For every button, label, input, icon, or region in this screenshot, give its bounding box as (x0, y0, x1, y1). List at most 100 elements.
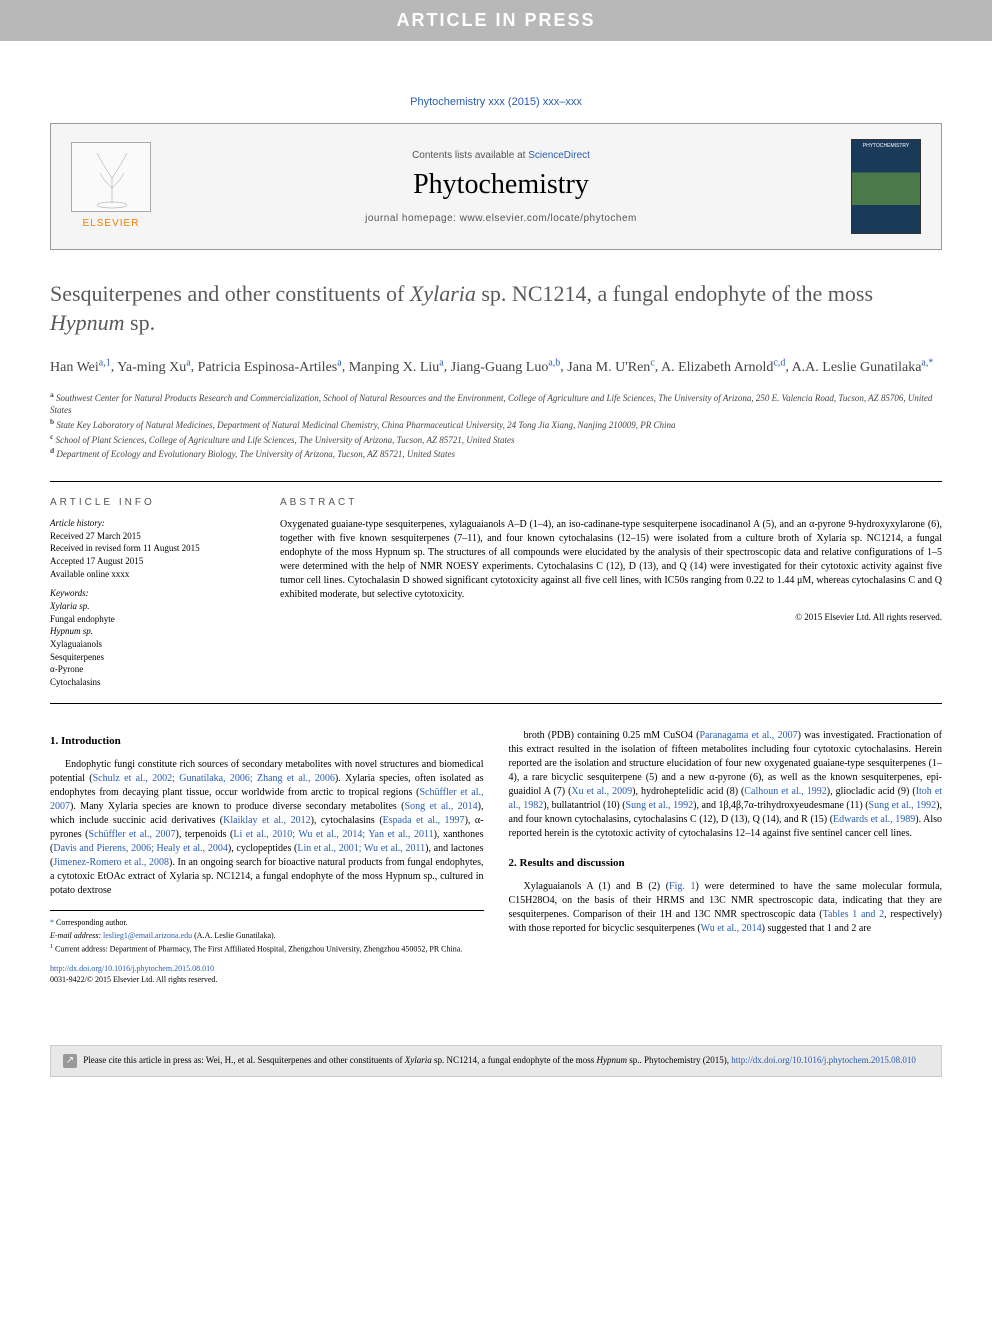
elsevier-logo[interactable] (71, 142, 151, 232)
email-label: E-mail address: (50, 931, 103, 940)
affiliation-list: a Southwest Center for Natural Products … (50, 390, 942, 461)
ref-link[interactable]: Espada et al., 1997 (383, 815, 465, 826)
author: Ya-ming Xua (117, 360, 190, 375)
fig-link[interactable]: Fig. 1 (669, 881, 696, 892)
journal-header: Contents lists available at ScienceDirec… (50, 123, 942, 250)
affiliation: c School of Plant Sciences, College of A… (50, 432, 942, 447)
col2-text: ), gliocladic acid (9) ( (827, 786, 916, 797)
col2-text: ), and 1β,4β,7α-trihydroxyeudesmane (11)… (693, 800, 868, 811)
history-line: Available online xxxx (50, 568, 250, 581)
journal-cover-thumbnail[interactable] (851, 139, 921, 234)
ref-link[interactable]: Jimenez-Romero et al., 2008 (53, 857, 169, 868)
ref-link[interactable]: Schulz et al., 2002; Gunatilaka, 2006; Z… (93, 773, 335, 784)
ref-link[interactable]: Paranagama et al., 2007 (699, 730, 797, 741)
cite-text: sp. NC1214, a fungal endophyte of the mo… (432, 1055, 597, 1065)
email-suffix: (A.A. Leslie Gunatilaka). (192, 931, 276, 940)
cite-text: sp.. Phytochemistry (2015), (627, 1055, 731, 1065)
doi-block: http://dx.doi.org/10.1016/j.phytochem.20… (50, 963, 484, 985)
results-paragraph: Xylaguaianols A (1) and B (2) (Fig. 1) w… (509, 880, 943, 936)
contents-available: Contents lists available at ScienceDirec… (171, 150, 831, 161)
title-part2: sp. NC1214, a fungal endophyte of the mo… (476, 281, 873, 306)
keyword: Fungal endophyte (50, 613, 250, 626)
journal-name: Phytochemistry (171, 169, 831, 201)
title-italic1: Xylaria (410, 281, 476, 306)
article-title: Sesquiterpenes and other constituents of… (50, 280, 942, 337)
ref-link[interactable]: Klaiklay et al., 2012 (223, 815, 310, 826)
author-list: Han Weia,1, Ya-ming Xua, Patricia Espino… (50, 355, 942, 378)
intro-text: ), cyclopeptides ( (228, 843, 298, 854)
doi-link[interactable]: http://dx.doi.org/10.1016/j.phytochem.20… (50, 964, 214, 973)
author: A. Elizabeth Arnoldc,d (661, 360, 785, 375)
col2-text: ), hydroheptelidic acid (8) ( (632, 786, 744, 797)
keyword: α-Pyrone (50, 663, 250, 676)
results-text: ) suggested that 1 and 2 are (762, 923, 871, 934)
keywords-label: Keywords: (50, 588, 250, 598)
corresponding-note: * Corresponding author. (50, 917, 484, 928)
history-label: Article history: (50, 518, 250, 528)
ref-link[interactable]: Calhoun et al., 1992 (744, 786, 826, 797)
body-col-right: broth (PDB) containing 0.25 mM CuSO4 (Pa… (509, 729, 943, 985)
cite-doi-link[interactable]: http://dx.doi.org/10.1016/j.phytochem.20… (731, 1055, 916, 1065)
affiliation: d Department of Ecology and Evolutionary… (50, 446, 942, 461)
ref-link[interactable]: Wu et al., 2014 (701, 923, 762, 934)
ref-link[interactable]: Li et al., 2010; Wu et al., 2014; Yan et… (233, 829, 433, 840)
ref-link[interactable]: Sung et al., 1992 (869, 800, 937, 811)
history-line: Received 27 March 2015 (50, 530, 250, 543)
abstract-text: Oxygenated guaiane-type sesquiterpenes, … (280, 518, 942, 602)
author: A.A. Leslie Gunatilakaa,* (792, 360, 934, 375)
title-part3: sp. (125, 310, 156, 335)
homepage-prefix: journal homepage: (365, 213, 460, 224)
col2-paragraph: broth (PDB) containing 0.25 mM CuSO4 (Pa… (509, 729, 943, 841)
intro-text: ), cytochalasins ( (311, 815, 383, 826)
history-line: Received in revised form 11 August 2015 (50, 542, 250, 555)
article-info: ARTICLE INFO Article history: Received 2… (50, 497, 250, 689)
ref-link[interactable]: Davis and Pierens, 2006; Healy et al., 2… (53, 843, 228, 854)
section-intro-heading: 1. Introduction (50, 734, 484, 749)
ref-link[interactable]: Lin et al., 2001; Wu et al., 2011 (297, 843, 425, 854)
author: Jiang-Guang Luoa,b (451, 360, 561, 375)
ref-link[interactable]: Schüffler et al., 2007 (89, 829, 176, 840)
email-link[interactable]: leslieg1@email.arizona.edu (103, 931, 192, 940)
footnote-rule (50, 910, 484, 911)
keyword: Cytochalasins (50, 676, 250, 689)
table-link[interactable]: Tables 1 and 2 (823, 909, 885, 920)
email-note: E-mail address: leslieg1@email.arizona.e… (50, 930, 484, 941)
intro-text: ). Many Xylaria species are known to pro… (70, 801, 405, 812)
homepage-url[interactable]: www.elsevier.com/locate/phytochem (460, 213, 637, 224)
author: Patricia Espinosa-Artilesa (198, 360, 342, 375)
ref-link[interactable]: Xu et al., 2009 (571, 786, 632, 797)
issn-line: 0031-9422/© 2015 Elsevier Ltd. All right… (50, 975, 217, 984)
keyword: Hypnum sp. (50, 625, 250, 638)
affiliation: a Southwest Center for Natural Products … (50, 390, 942, 417)
elsevier-tree-icon (71, 142, 151, 212)
cite-italic: Hypnum (597, 1055, 628, 1065)
title-italic2: Hypnum (50, 310, 125, 335)
citation-line: Phytochemistry xxx (2015) xxx–xxx (50, 96, 942, 108)
ref-link[interactable]: Sung et al., 1992 (626, 800, 694, 811)
corr-text: Corresponding author. (56, 918, 128, 927)
copyright: © 2015 Elsevier Ltd. All rights reserved… (280, 612, 942, 622)
header-center: Contents lists available at ScienceDirec… (171, 150, 831, 224)
abstract-heading: ABSTRACT (280, 497, 942, 508)
ref-link[interactable]: Edwards et al., 1989 (833, 814, 915, 825)
title-part1: Sesquiterpenes and other constituents of (50, 281, 410, 306)
section-results-heading: 2. Results and discussion (509, 856, 943, 871)
cite-box: ↗ Please cite this article in press as: … (50, 1045, 942, 1077)
contents-prefix: Contents lists available at (412, 150, 528, 161)
body-col-left: 1. Introduction Endophytic fungi constit… (50, 729, 484, 985)
sciencedirect-link[interactable]: ScienceDirect (528, 150, 590, 161)
keyword: Xylaria sp. (50, 600, 250, 613)
cite-text: Please cite this article in press as: We… (83, 1055, 405, 1065)
author: Jana M. U'Renc (567, 360, 654, 375)
journal-homepage: journal homepage: www.elsevier.com/locat… (171, 213, 831, 224)
article-info-heading: ARTICLE INFO (50, 497, 250, 508)
results-text: Xylaguaianols A (1) and B (2) ( (524, 881, 670, 892)
keyword: Sesquiterpenes (50, 651, 250, 664)
ref-link[interactable]: Song et al., 2014 (405, 801, 478, 812)
col2-text: broth (PDB) containing 0.25 mM CuSO4 ( (524, 730, 700, 741)
col2-text: ), bullatantriol (10) ( (543, 800, 625, 811)
in-press-banner: ARTICLE IN PRESS (0, 0, 992, 41)
abstract: ABSTRACT Oxygenated guaiane-type sesquit… (280, 497, 942, 689)
note1-text: Current address: Department of Pharmacy,… (55, 945, 462, 954)
body-columns: 1. Introduction Endophytic fungi constit… (50, 729, 942, 985)
